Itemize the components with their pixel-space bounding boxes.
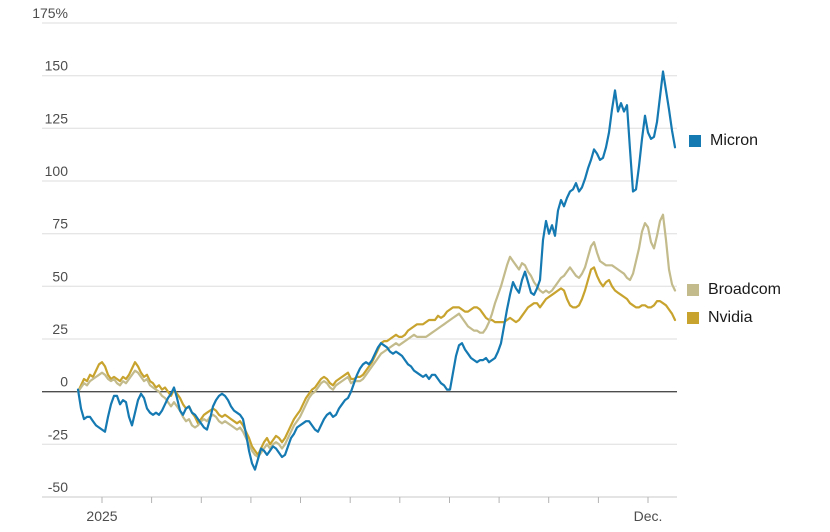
micron-legend-swatch: [689, 135, 701, 147]
micron-legend-label: Micron: [710, 132, 759, 149]
broadcom-legend-label: Broadcom: [708, 281, 781, 298]
x-axis-label: Dec.: [634, 508, 663, 524]
y-axis-label: 50: [52, 268, 68, 284]
y-axis-label: 125: [45, 110, 69, 126]
y-axis-label: 100: [45, 163, 69, 179]
legend-item-broadcom: Broadcom: [687, 282, 781, 298]
nvidia-legend-swatch: [687, 312, 699, 324]
broadcom-legend-swatch: [687, 284, 699, 296]
y-axis-label: 75: [52, 216, 68, 232]
y-axis-label: 25: [52, 321, 68, 337]
nvidia-legend-label: Nvidia: [708, 309, 753, 326]
x-axis-label: 2025: [86, 508, 117, 524]
y-axis-label: -25: [48, 426, 68, 442]
y-axis-label: 175%: [32, 5, 68, 21]
legend-item-nvidia: Nvidia: [687, 310, 752, 326]
series-line-broadcom: [76, 213, 677, 459]
y-axis-label: 150: [45, 58, 69, 74]
y-axis-label: 0: [60, 374, 68, 390]
y-axis-label: -50: [48, 479, 68, 495]
series-line-micron: [76, 70, 677, 471]
legend-item-micron: Micron: [689, 133, 758, 149]
